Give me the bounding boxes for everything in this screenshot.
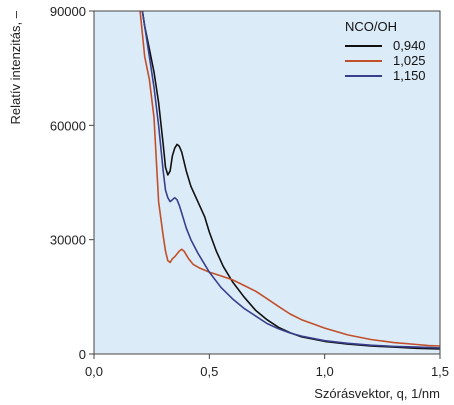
legend-label-1150: 1,150	[393, 68, 426, 83]
legend-title: NCO/OH	[345, 19, 397, 34]
y-axis-title: Relatív intenzitás, –	[8, 10, 23, 124]
legend-label-0940: 0,940	[393, 38, 426, 53]
legend: NCO/OH 0,940 1,025 1,150	[345, 19, 426, 83]
series-layer	[139, 10, 441, 350]
x-tick-label: 1,0	[316, 364, 334, 379]
y-tick-label: 0	[79, 347, 86, 362]
y-tick-label: 60000	[50, 118, 86, 133]
ticks-layer: 0,0 0,5 1,0 1,5 0 30000 60000 90000	[50, 4, 449, 379]
y-tick-label: 90000	[50, 4, 86, 19]
x-tick-label: 0,5	[200, 364, 218, 379]
x-tick-label: 0,0	[85, 364, 103, 379]
legend-label-1025: 1,025	[393, 53, 426, 68]
x-tick-label: 1,5	[431, 364, 449, 379]
x-axis-title: Szórásvektor, q, 1/nm	[314, 386, 440, 401]
plot-frame	[93, 10, 441, 355]
series-line-1150	[141, 10, 441, 349]
series-line-1025	[139, 10, 441, 347]
y-tick-label: 30000	[50, 233, 86, 248]
